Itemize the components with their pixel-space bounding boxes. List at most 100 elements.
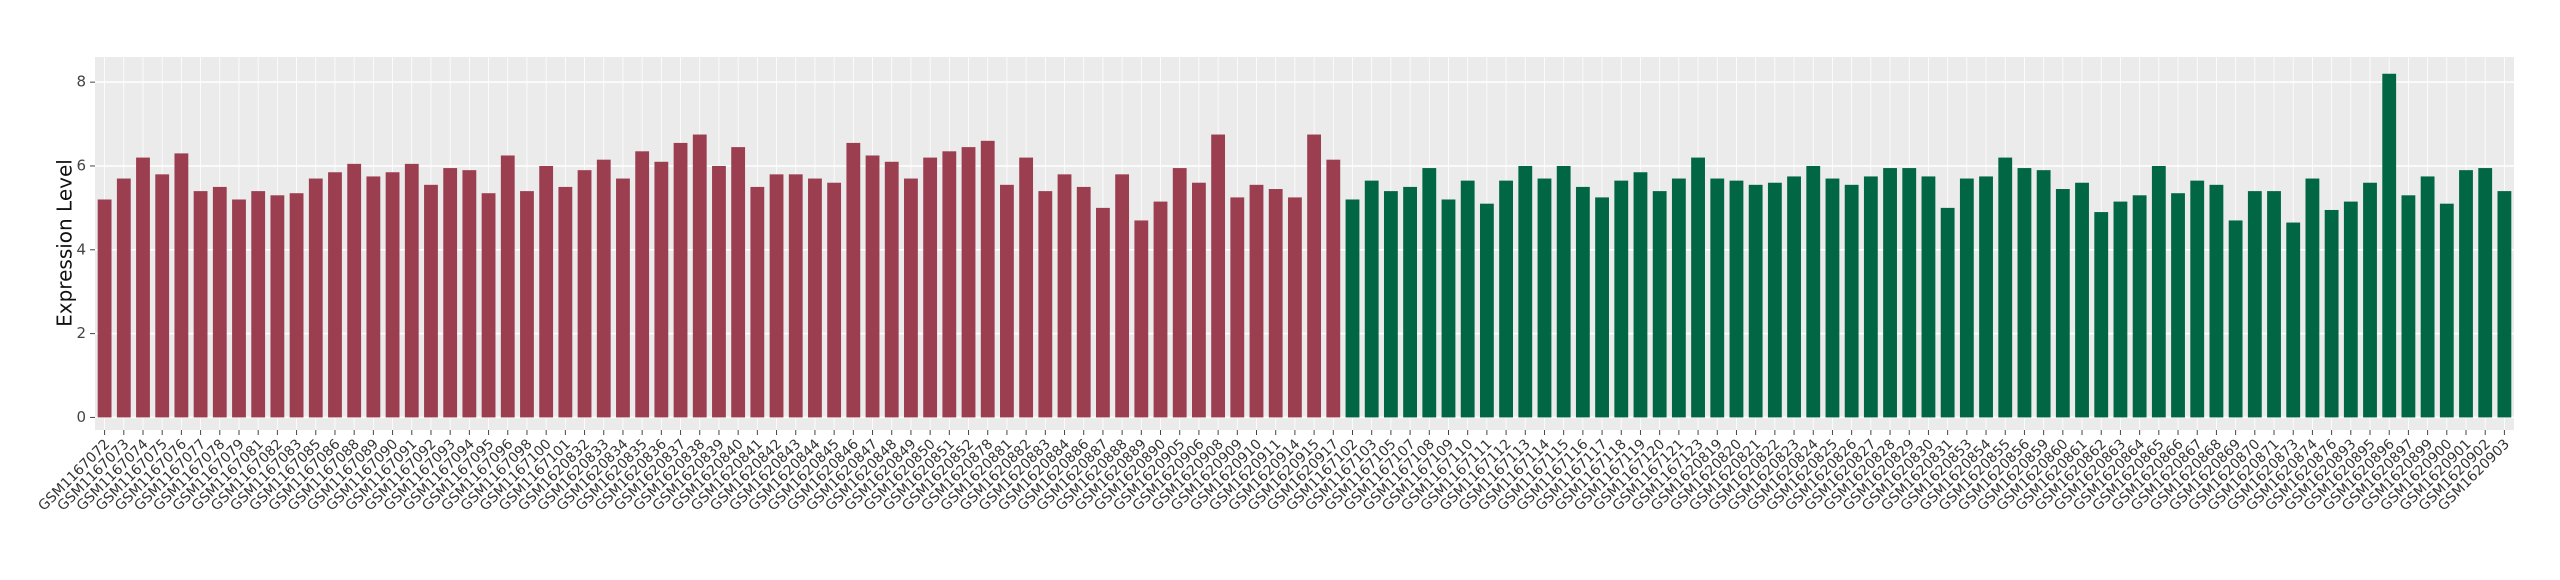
bar bbox=[2036, 170, 2051, 418]
bar bbox=[136, 157, 150, 418]
bar bbox=[2055, 189, 2070, 418]
bar bbox=[1364, 180, 1379, 418]
bar bbox=[1076, 186, 1091, 418]
bar bbox=[520, 191, 534, 418]
bar bbox=[2247, 191, 2262, 418]
bar bbox=[2190, 180, 2205, 418]
bar bbox=[2151, 165, 2166, 418]
bar bbox=[174, 153, 189, 418]
bar bbox=[232, 199, 246, 418]
bar bbox=[404, 163, 419, 418]
bar bbox=[1230, 197, 1245, 418]
plot-panel bbox=[95, 57, 2514, 430]
bar bbox=[1268, 189, 1283, 418]
bar bbox=[1038, 191, 1053, 418]
bar bbox=[731, 147, 746, 418]
bar bbox=[270, 195, 285, 418]
bar bbox=[2267, 191, 2281, 418]
bar bbox=[1479, 203, 1494, 418]
bar bbox=[635, 151, 650, 418]
bar bbox=[1191, 182, 1206, 418]
bar bbox=[328, 172, 342, 418]
bar bbox=[1326, 159, 1341, 418]
bar bbox=[1383, 191, 1398, 418]
bar bbox=[1767, 182, 1782, 418]
bar bbox=[2478, 168, 2493, 418]
bar bbox=[961, 147, 976, 418]
bar bbox=[385, 172, 400, 418]
bar bbox=[1729, 180, 1744, 418]
bar bbox=[1134, 220, 1149, 418]
bar bbox=[942, 151, 957, 418]
bar bbox=[1863, 176, 1878, 418]
bar bbox=[1691, 157, 1705, 418]
bar bbox=[2017, 168, 2032, 418]
bar bbox=[558, 186, 573, 418]
bar bbox=[2094, 212, 2109, 418]
bar bbox=[654, 161, 669, 418]
bar bbox=[923, 157, 938, 418]
bar bbox=[1806, 165, 1821, 418]
bar bbox=[251, 191, 266, 418]
bar bbox=[1595, 197, 1609, 418]
bar bbox=[1883, 168, 1897, 418]
bar bbox=[904, 178, 918, 418]
bar bbox=[1057, 174, 1072, 418]
bar bbox=[2324, 209, 2339, 418]
bar bbox=[500, 155, 515, 418]
bar bbox=[1710, 178, 1725, 418]
bar bbox=[1019, 157, 1034, 418]
bar bbox=[2343, 201, 2358, 418]
bar bbox=[1902, 168, 1917, 418]
bar bbox=[2075, 182, 2089, 418]
bar bbox=[2286, 222, 2301, 418]
bar bbox=[1000, 184, 1014, 418]
bar bbox=[1115, 174, 1130, 418]
bar bbox=[1518, 165, 1533, 418]
bar bbox=[212, 186, 227, 418]
bar bbox=[750, 186, 765, 418]
bar bbox=[1153, 201, 1168, 418]
bar bbox=[1940, 207, 1955, 418]
bar bbox=[673, 142, 688, 418]
bar bbox=[1787, 176, 1801, 418]
bar bbox=[577, 170, 592, 418]
bar bbox=[97, 199, 112, 418]
bar bbox=[1556, 165, 1571, 418]
bar bbox=[1499, 180, 1513, 418]
bar bbox=[884, 161, 899, 418]
bar bbox=[1979, 176, 1993, 418]
bar bbox=[347, 163, 362, 418]
bar bbox=[1671, 178, 1686, 418]
bar bbox=[1211, 134, 1226, 418]
bar bbox=[539, 165, 554, 418]
y-tick-label: 6 bbox=[76, 156, 86, 174]
bar bbox=[2439, 203, 2454, 418]
bar bbox=[193, 191, 208, 418]
bar bbox=[2497, 191, 2512, 418]
bar bbox=[1959, 178, 1974, 418]
bar bbox=[1287, 197, 1302, 418]
bar bbox=[1748, 184, 1763, 418]
bar bbox=[2363, 182, 2377, 418]
bar bbox=[788, 174, 803, 418]
bar bbox=[1403, 186, 1418, 418]
bar bbox=[980, 140, 995, 418]
bar bbox=[596, 159, 611, 418]
bar bbox=[827, 182, 842, 418]
bar bbox=[2420, 176, 2435, 418]
bar bbox=[846, 142, 861, 418]
y-axis-title: Expression Level bbox=[53, 159, 77, 327]
bar bbox=[1825, 178, 1840, 418]
bar bbox=[1844, 184, 1859, 418]
bar bbox=[443, 168, 458, 418]
bar bbox=[2305, 178, 2320, 418]
bar bbox=[2401, 195, 2416, 418]
bar bbox=[1249, 184, 1264, 418]
bar bbox=[1614, 180, 1629, 418]
bar bbox=[2132, 195, 2147, 418]
bar bbox=[2382, 73, 2397, 418]
bar bbox=[1172, 168, 1187, 418]
bar bbox=[2113, 201, 2128, 418]
